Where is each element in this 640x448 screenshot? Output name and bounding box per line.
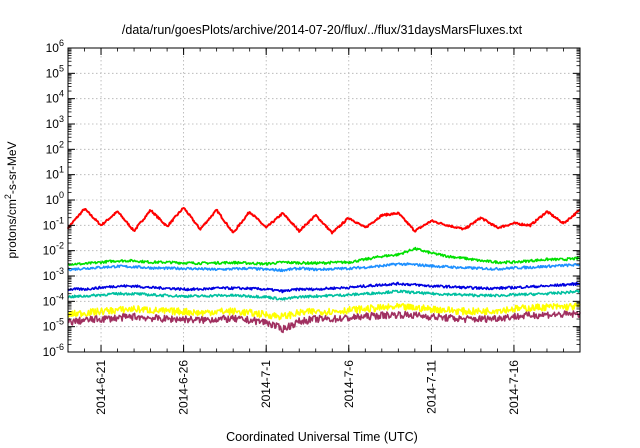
y-tick-label: 103: [46, 114, 64, 131]
y-tick-label: 10-5: [43, 317, 64, 334]
y-tick-base: 10: [46, 142, 60, 156]
y-tick-base: 10: [46, 92, 60, 106]
y-tick-base: 10: [43, 269, 57, 283]
y-tick-base: 10: [46, 193, 60, 207]
y-tick-exponent: -4: [56, 291, 64, 301]
x-tick-label: 2014-7-16: [507, 360, 521, 415]
y-tick-label: 10-4: [43, 291, 64, 308]
y-tick-base: 10: [43, 345, 57, 359]
series-line: [67, 262, 581, 273]
y-tick-exponent: -1: [56, 215, 64, 225]
y-tick-label: 106: [46, 38, 64, 55]
y-tick-label: 105: [46, 63, 64, 80]
y-tick-base: 10: [46, 66, 60, 80]
chart-title: /data/run/goesPlots/archive/2014-07-20/f…: [122, 23, 523, 37]
y-tick-exponent: -5: [56, 317, 64, 327]
y-tick-label: 101: [46, 165, 64, 182]
series-line: [67, 289, 581, 301]
y-tick-exponent: 5: [59, 63, 64, 73]
y-tick-exponent: 1: [59, 165, 64, 175]
y-tick-base: 10: [46, 41, 60, 55]
y-tick-exponent: 3: [59, 114, 64, 124]
y-axis-ticks: 10-610-510-410-310-210-11001011021031041…: [43, 38, 580, 359]
x-axis-ticks: 2014-6-21 2014-6-26 2014-7-1 2014-7-6 2014-7…: [84, 48, 564, 415]
y-tick-label: 10-3: [43, 266, 64, 283]
y-tick-base: 10: [43, 218, 57, 232]
grid-lines: [68, 48, 580, 352]
y-tick-exponent: -2: [56, 241, 64, 251]
y-tick-label: 10-2: [43, 241, 64, 258]
y-tick-label: 104: [46, 89, 64, 106]
y-tick-base: 10: [46, 117, 60, 131]
x-tick-label: 2014-7-11: [424, 360, 438, 414]
y-tick-base: 10: [43, 294, 57, 308]
y-tick-base: 10: [43, 244, 57, 258]
y-tick-exponent: 6: [59, 38, 64, 48]
y-tick-base: 10: [43, 320, 57, 334]
series-layer: [67, 207, 581, 334]
y-tick-label: 10-1: [43, 215, 64, 232]
x-tick-label: 2014-7-1: [259, 360, 273, 408]
y-tick-exponent: 2: [59, 139, 64, 149]
y-tick-exponent: -3: [56, 266, 64, 276]
series-line: [67, 302, 581, 321]
x-tick-label: 2014-7-6: [342, 360, 356, 408]
y-tick-base: 10: [46, 168, 60, 182]
y-tick-exponent: 4: [59, 89, 64, 99]
y-tick-label: 10-6: [43, 342, 64, 359]
series-line: [67, 246, 581, 266]
y-tick-label: 102: [46, 139, 64, 156]
series-line: [67, 207, 581, 235]
x-tick-label: 2014-6-21: [94, 360, 108, 415]
y-tick-label: 100: [46, 190, 64, 207]
y-tick-exponent: 0: [59, 190, 64, 200]
x-axis-label: Coordinated Universal Time (UTC): [226, 430, 418, 444]
y-tick-exponent: -6: [56, 342, 64, 352]
series-line: [67, 281, 581, 294]
series-line: [67, 310, 581, 334]
x-tick-label: 2014-6-26: [177, 360, 191, 415]
y-axis-label: protons/cm2-s-sr-MeV: [3, 141, 19, 258]
